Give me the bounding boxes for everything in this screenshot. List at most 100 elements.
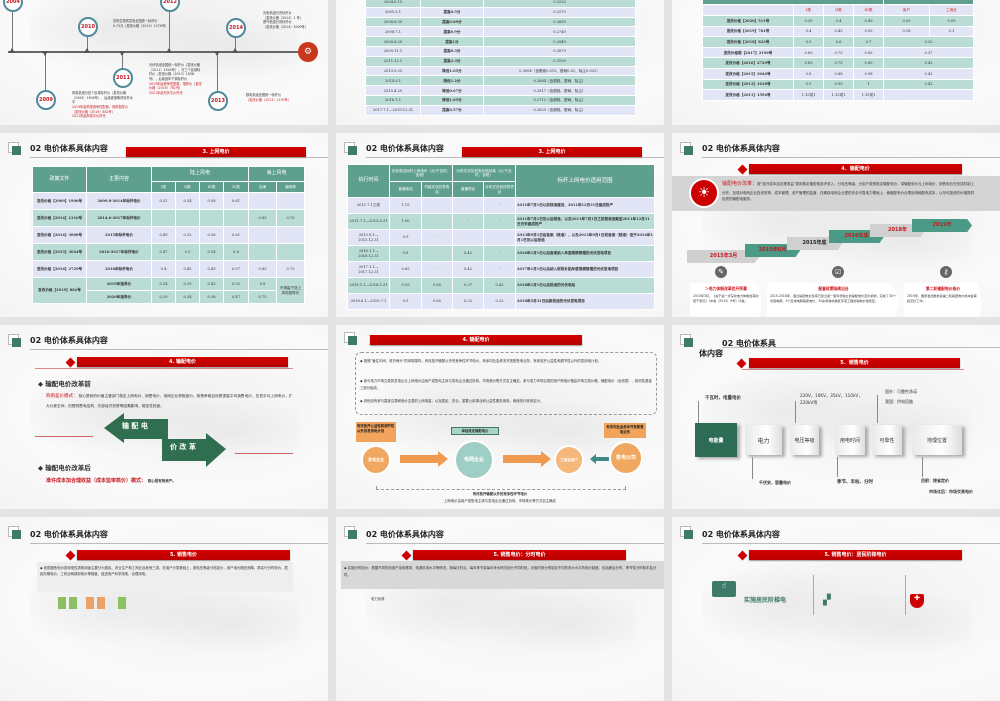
table-cell: 发改价格【2018】823号: [702, 36, 794, 48]
arrow-gen-grid: [400, 451, 448, 467]
tou-intro: ◆ 实施分时电价：根据不同时段用户用电需求、电源供电水平等情况，按每日时点、每年…: [344, 566, 657, 577]
table-cell: 1: [853, 78, 884, 91]
table-row: 2020年指导价 0.29 0.34 0.38 0.47 0.75: [33, 290, 305, 304]
header-cell: 普通电站: [389, 181, 422, 198]
header-cell: I类: [151, 181, 176, 193]
table-cell: 0.65: [793, 57, 824, 69]
chart-screen-icon: ☝: [712, 581, 736, 597]
header-cell: 分布式光伏扶贫项目: [483, 181, 516, 198]
section-icon: [344, 526, 357, 539]
section-icon: [8, 142, 21, 155]
slide-td-before-after[interactable]: 02 电价体系具体内容 4. 输配电价 ◆ 输配电价改革前 购销差价模式： 核心…: [0, 325, 328, 509]
slide-tou-price[interactable]: 02 电价体系具体内容 5. 销售电价：分时电价 ◆ 实施分时电价：根据不同时段…: [336, 517, 664, 701]
section-banner: 5. 销售电价：居民阶梯电价: [749, 550, 962, 560]
slide-title: 02 电价体系具体内容: [702, 530, 780, 539]
table-row: 发改价格【2014】1216号 2014.6-2017年标杆电价 0.85 0.75: [32, 209, 306, 227]
timeline-note: 光伏机组全国统一标杆价（发改价格〔2011〕1594号），分三个区域标杆价（发改…: [149, 63, 203, 95]
table-row: 发改价格【2014】3008号 2015年标杆电价 0.49 0.52 0.56 0.61: [32, 226, 306, 244]
label-capacity: 千伏安，容量电价: [759, 480, 791, 485]
cube-1: 电力: [745, 425, 782, 455]
divider-line: [905, 575, 906, 615]
table-cell: 0.3109: [483, 55, 636, 67]
table-cell: 2018年5月31日后新投运的光伏发电项目: [515, 293, 655, 310]
table-cell: 0.05: [929, 15, 974, 27]
table-cell: 0.18: [883, 25, 930, 38]
table-cell: 0.5: [175, 243, 200, 261]
table-cell: [199, 209, 224, 227]
timeline-note-line: 2021年起风电平价时代: [72, 114, 106, 119]
table-row: 2017.7.1—2019.12.31 提高0.57分 0.2829（含脱硫、脱硝、…: [365, 104, 636, 116]
slide-sales-components[interactable]: 02 电价体系具 体内容 5．销售电价 千瓦时，电量电价 220V，10KV，3…: [672, 325, 1000, 509]
table-cell: 2018年标杆电价: [86, 260, 152, 278]
table-cell: 0.56: [199, 226, 224, 244]
timeline-stem: [12, 2, 13, 52]
table-cell: 提高0.3分: [420, 45, 484, 57]
table-row: 发改价格【2009】1906号 2009.8-2014年标杆电价 0.51 0.54 0…: [32, 192, 306, 210]
slide-coal-price-table[interactable]: 2004.6.15 0.2520 2005.5.1 提高0.5分 0.2570 2006.…: [336, 0, 664, 125]
timeline-year-2012: 2012: [160, 0, 180, 12]
slide-pv-price-table[interactable]: I类 II类 III类 用户 工商业 发改价格【2020】511号 0.35 0.4 0.49 0…: [672, 0, 1000, 125]
slide-pv-price[interactable]: 02 电价体系具体内容 3. 上网电价 执行时间 光伏电站标杆上网电价（元/千瓦时…: [336, 133, 664, 317]
table-cell: 2016-2017年标杆电价: [86, 243, 152, 261]
header-cell: 用户: [883, 4, 930, 16]
table-cell: 1.15或1: [853, 89, 884, 101]
table-cell: 0.9: [793, 78, 824, 91]
timeline-stem: [122, 52, 123, 78]
table-row: 发改价格【2015】3044号 0.8 0.88 0.98 0.42: [702, 67, 974, 80]
slide-td-reform[interactable]: 02 电价体系具体内容 4．输配电价 ☀ 输配电价改革：按“准许成本加合理收益”…: [672, 133, 1000, 317]
table-cell: 2009.11.1: [365, 45, 421, 57]
table-cell: 2016.1.1—2016.12.31: [347, 245, 390, 262]
table-row: 发改价格【2016】2729号 2018年标杆电价 0.4 0.45 0.49 0.57 0…: [32, 260, 306, 278]
table-cell: 2016.1.1: [365, 94, 421, 106]
table-cell: 发改价格【2015】3044号: [702, 67, 794, 80]
table-row: 2008.7.1 提高0.9分 0.2749: [365, 26, 636, 38]
table-cell: 2017年1月1日以后纳入财政补贴年度规模管理的光伏发电项目: [515, 261, 655, 278]
section-icon: [680, 526, 693, 539]
table-cell: -: [421, 261, 453, 278]
timeline-note: 农林生物质发电全国统一标杆价 0.75元（发改价格〔2010〕1579号）: [113, 19, 183, 28]
header-cell: [702, 4, 794, 16]
block: [69, 597, 77, 609]
table-cell: 0.8: [248, 277, 278, 291]
table-cell: 0.9: [389, 229, 422, 246]
table-cell: 降低0.67分: [420, 85, 484, 96]
slide-title: 02 电价体系具: [722, 339, 776, 348]
timeline-note-line: 2021年起光伏平价时代: [149, 90, 183, 95]
slide-wind-price[interactable]: 02 电价体系具体内容 3. 上网电价 政策文件 主要内容 陆上风电 海上风电 I类 II…: [0, 133, 328, 317]
table-cell: 0.4: [151, 260, 176, 278]
bullet-1: 按照“管住中间，放开两头”的体制架构，有序放开输配以外的竞争性环节电价，有序向社…: [363, 359, 602, 363]
table-row: 2016.1.1—2016.12.31 0.8-0.42-2016年1月1日以后备…: [347, 245, 655, 262]
table-cell: 0.88: [823, 67, 854, 80]
timeline-note-line: （发改价格〔2014〕1 号）: [263, 15, 303, 20]
table-cell: 0.42: [883, 67, 974, 80]
table-cell: 提高0.89分: [420, 16, 484, 28]
table-cell: 0.32: [883, 36, 974, 48]
table-cell: 0.7: [853, 36, 884, 48]
table-cell: [248, 226, 278, 244]
timeline-year-2004: 2004: [3, 0, 23, 12]
table-cell: 0.37: [452, 277, 484, 294]
table-cell: -: [483, 213, 516, 230]
key-icon: ⚷: [940, 266, 952, 278]
timeline-marker: [166, 48, 172, 53]
slide-sales-price[interactable]: 02 电价体系具体内容 5. 销售电价 ◆ 我国销售电价按用电性质和用途主要分为…: [0, 517, 328, 701]
table-cell: 0.47: [151, 243, 176, 261]
table-cell: 提高1分: [420, 36, 484, 47]
table-cell: 2011.12.1: [365, 55, 421, 67]
table-cell: [276, 226, 306, 244]
table-cell: 降低1.2分: [420, 75, 484, 87]
slide-generation-timeline[interactable]: ⚙ 20042020年1月1日起改为基准价（发改价格规〔2019〕1658号）2…: [0, 0, 328, 125]
label-location-now: 目前：按省定价: [921, 478, 949, 483]
table-cell: [151, 209, 176, 227]
milestone-title: 第二轮输配电价核价: [925, 286, 961, 291]
node-generator: 发电企业: [361, 445, 391, 475]
header-cell: 标杆上网电价适用范围: [515, 164, 655, 198]
footer-text-2: 上网电价由用户或售电主体与发电企业通过协商、市场竞价等方式自主确定: [444, 499, 556, 503]
table-cell: 0.34: [175, 290, 200, 304]
timeline-note-line: 核电机组全国统一标杆价: [246, 93, 282, 97]
slide-td-structure[interactable]: 4. 输配电价 ◆ 按照“管住中间，放开两头”的体制架构，有序放开输配以外的竞争…: [336, 325, 664, 509]
table-cell: 0.55: [853, 25, 884, 38]
node-retailer: 售电公司: [609, 441, 643, 475]
summary-band: [672, 176, 1000, 211]
slide-tier-price[interactable]: 02 电价体系具体内容 5. 销售电价：居民阶梯电价 ☝ 实施居民阶梯电 ▞ ✚: [672, 517, 1000, 701]
